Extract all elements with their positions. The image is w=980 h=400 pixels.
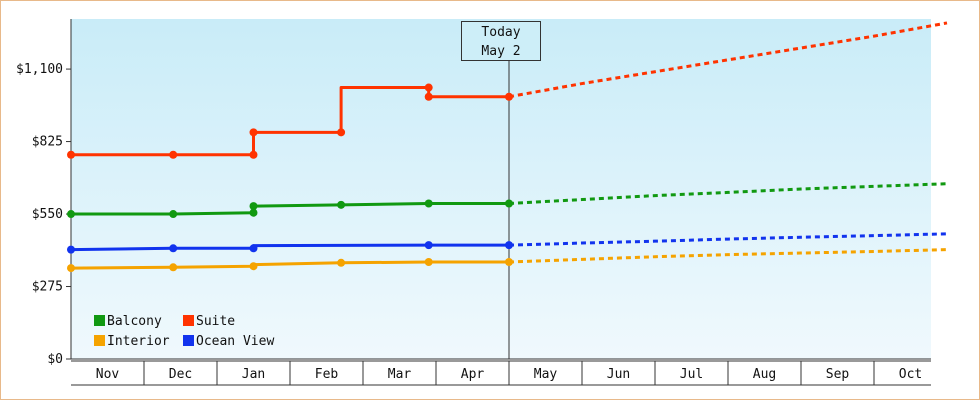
- data-point: [169, 210, 178, 219]
- data-point: [169, 150, 178, 159]
- legend-swatch: [94, 335, 105, 346]
- series-suite: [67, 21, 948, 159]
- x-tick-label: May: [534, 367, 558, 382]
- series-balcony: [67, 182, 948, 219]
- x-tick-label: Feb: [315, 367, 339, 382]
- data-point: [505, 199, 513, 208]
- legend-item-suite: Suite: [183, 314, 235, 329]
- legend-swatch: [183, 315, 194, 326]
- data-point: [249, 262, 258, 271]
- data-point: [424, 199, 433, 208]
- data-point: [424, 83, 433, 92]
- plot-background: [71, 19, 931, 359]
- data-point: [249, 208, 258, 217]
- data-point: [337, 200, 346, 209]
- legend-item-interior: Interior: [94, 334, 170, 349]
- x-tick-label: Oct: [899, 367, 922, 382]
- y-axis: $0 $275 $550 $825 $1,100: [16, 19, 72, 367]
- x-tick-label: Dec: [169, 367, 192, 382]
- data-point: [505, 92, 513, 101]
- data-point: [169, 244, 178, 253]
- legend-label: Suite: [196, 314, 235, 329]
- x-tick-label: Mar: [388, 367, 412, 382]
- y-tick-label: $550: [32, 207, 63, 222]
- data-point: [505, 241, 513, 250]
- y-tick-label: $1,100: [16, 62, 63, 77]
- series-interior: [67, 248, 948, 273]
- today-date: May 2: [481, 44, 521, 59]
- data-point: [424, 92, 433, 101]
- data-point: [249, 128, 258, 137]
- data-point: [249, 150, 258, 159]
- legend-item-ocean-view: Ocean View: [183, 334, 274, 349]
- data-point: [424, 241, 433, 250]
- data-point: [249, 244, 258, 253]
- legend: Balcony Suite Interior Ocean View: [94, 314, 274, 349]
- legend-item-balcony: Balcony: [94, 314, 162, 329]
- legend-swatch: [183, 335, 194, 346]
- legend-label: Balcony: [107, 314, 162, 329]
- x-tick-label: Aug: [753, 367, 776, 382]
- x-axis: Nov Dec Jan Feb Mar Apr May Jun Jul Aug Sep Oct: [71, 358, 931, 386]
- series-group: [67, 21, 948, 273]
- series-line-forecast: [508, 248, 948, 264]
- data-point: [67, 210, 75, 219]
- data-point: [67, 264, 75, 273]
- data-point: [67, 245, 75, 254]
- series-line-forecast: [508, 182, 948, 205]
- x-tick-label: Jun: [607, 367, 630, 382]
- y-tick-label: $275: [32, 280, 63, 295]
- today-label: Today: [481, 25, 521, 40]
- data-point: [169, 263, 178, 272]
- y-tick-label: $825: [32, 135, 63, 150]
- today-label-box: Today May 2: [461, 21, 541, 61]
- y-tick-label: $0: [47, 352, 63, 367]
- data-point: [249, 202, 258, 211]
- x-tick-label: Apr: [461, 367, 485, 382]
- x-tick-label: Sep: [826, 367, 850, 382]
- series-line-forecast: [508, 21, 948, 99]
- series-line-forecast: [508, 232, 948, 247]
- legend-swatch: [94, 315, 105, 326]
- data-point: [337, 128, 346, 137]
- data-point: [505, 258, 513, 267]
- data-point: [337, 258, 346, 267]
- series-ocean-view: [67, 232, 948, 254]
- data-point: [67, 150, 75, 159]
- data-point: [424, 258, 433, 267]
- legend-label: Interior: [107, 334, 170, 349]
- x-tick-label: Jan: [242, 367, 265, 382]
- legend-label: Ocean View: [196, 334, 274, 349]
- x-tick-label: Jul: [680, 367, 703, 382]
- x-tick-label: Nov: [96, 367, 120, 382]
